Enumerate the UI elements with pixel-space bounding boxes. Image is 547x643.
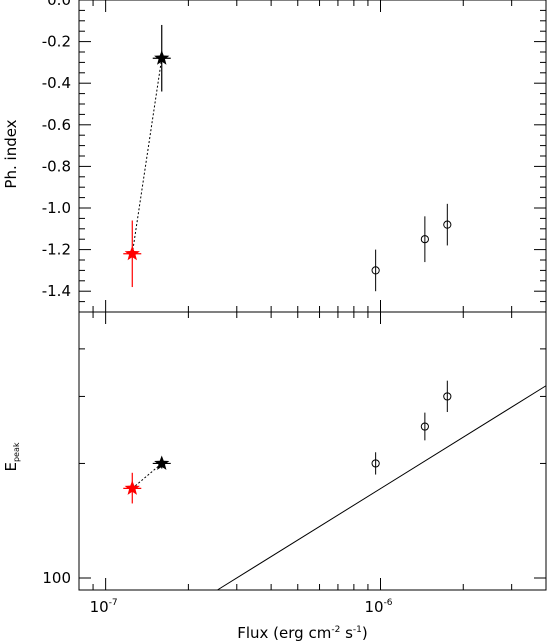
xlabel-part2: s — [340, 624, 353, 642]
top-circle-marker — [420, 235, 429, 244]
bottom-circle-marker — [420, 422, 429, 431]
x-tick-mantissa: 10 — [364, 598, 383, 616]
y-axis-label-photon-index: Ph. index — [2, 119, 20, 188]
top-star-connector — [131, 58, 163, 254]
y-tick-label-100: 100 — [42, 569, 71, 587]
top-red-star-marker — [124, 245, 140, 261]
bottom-black-star-marker — [154, 455, 170, 470]
x-tick-label: 10-6 — [364, 598, 392, 616]
y-tick-label: -0.2 — [42, 33, 71, 51]
epeak-subscript: peak — [12, 442, 21, 462]
y-axis-label-epeak: Epeak — [2, 442, 21, 471]
photon-index-panel: 0.0 -0.2 -0.4 -0.6 -0.8 -1.0 -1.2 -1.4 Ph. inde… — [2, 0, 547, 313]
y-tick-label: -1.2 — [42, 241, 71, 259]
reference-line — [217, 385, 547, 591]
top-circle-marker — [443, 220, 452, 229]
xlabel-part1: Flux (erg cm — [237, 624, 331, 642]
top-star-link — [131, 58, 163, 254]
bottom-star-connector — [131, 463, 163, 489]
bottom-panel-markers — [123, 380, 452, 504]
y-tick-label: -1.4 — [42, 282, 71, 300]
reference-line-segment — [217, 385, 547, 591]
y-tick-label: -0.4 — [42, 74, 71, 92]
top-circle-marker — [371, 266, 380, 275]
bottom-star-link — [131, 463, 163, 489]
xlabel-part3: ) — [362, 624, 368, 642]
epeak-main: E — [2, 462, 20, 471]
x-tick-exponent: -7 — [109, 598, 118, 608]
x-tick-exponent: -6 — [384, 598, 393, 608]
y-tick-label: -0.8 — [42, 157, 71, 175]
bottom-circle-marker — [443, 392, 452, 401]
y-tick-label: 0.0 — [47, 0, 71, 9]
top-panel-markers — [123, 24, 452, 292]
xlabel-exp2: -1 — [353, 625, 362, 635]
bottom-circle-marker — [371, 459, 380, 468]
x-tick-mantissa: 10 — [90, 598, 109, 616]
y-tick-label: -0.6 — [42, 116, 71, 134]
bottom-red-star-marker — [124, 480, 140, 495]
xlabel-exp1: -2 — [331, 625, 340, 635]
bottom-panel-frame — [78, 311, 547, 591]
top-black-star-marker — [154, 50, 170, 65]
y-tick-label: -1.0 — [42, 199, 71, 217]
x-axis-label-flux: Flux (erg cm-2 s-1) — [237, 624, 368, 642]
top-panel-ticks: 0.0 -0.2 -0.4 -0.6 -0.8 -1.0 -1.2 -1.4 — [42, 0, 547, 313]
x-tick-label: 10-7 — [90, 598, 118, 616]
top-panel-frame — [78, 0, 547, 313]
